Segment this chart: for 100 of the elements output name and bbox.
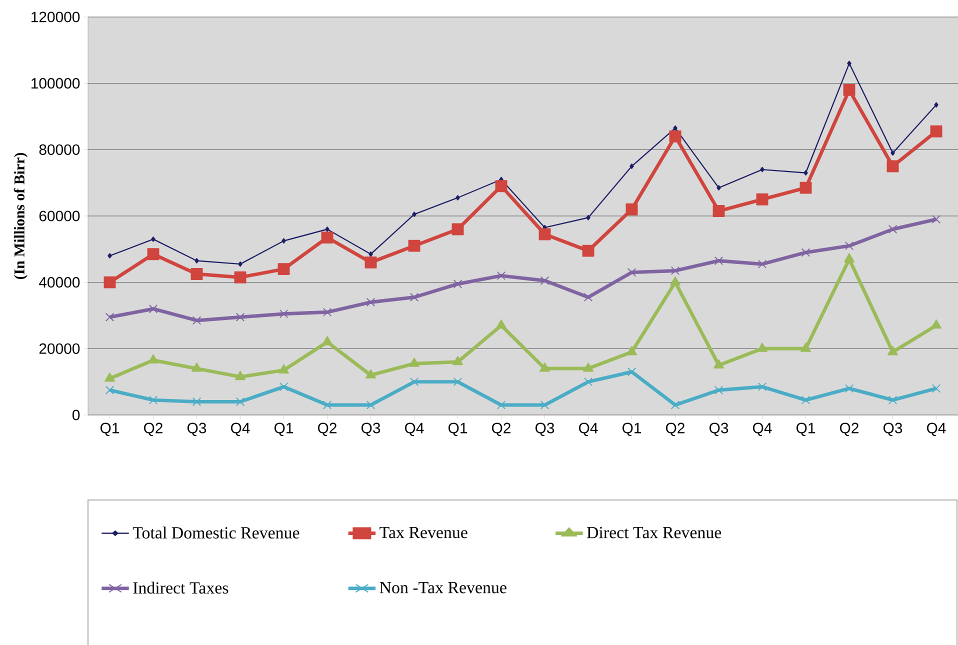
- point: [105, 312, 114, 322]
- point: [192, 316, 202, 325]
- y-tick-label: 60000: [39, 210, 80, 222]
- point: [930, 125, 942, 138]
- point: [934, 102, 938, 108]
- point: [538, 228, 551, 240]
- x-tick-label: Q2: [840, 422, 858, 436]
- point: [366, 369, 376, 378]
- point: [584, 292, 593, 302]
- x-tick-label: Q1: [622, 422, 641, 436]
- point: [321, 232, 334, 244]
- x-tick-label: Q3: [883, 422, 902, 436]
- point: [540, 400, 550, 410]
- point: [496, 271, 506, 280]
- x-tick-label: Q1: [274, 422, 293, 436]
- point: [626, 346, 638, 356]
- point: [412, 212, 416, 218]
- point: [279, 309, 288, 318]
- point: [760, 166, 764, 172]
- legend-label: Direct Tax Revenue: [586, 526, 722, 538]
- point: [540, 276, 550, 286]
- point: [147, 248, 160, 260]
- point: [843, 84, 856, 96]
- point: [670, 400, 680, 410]
- point: [238, 261, 242, 267]
- point: [279, 382, 288, 392]
- y-tick-label: 40000: [39, 277, 80, 288]
- point: [888, 396, 898, 404]
- y-tick-label: 20000: [39, 343, 80, 354]
- x-tick-label: Q3: [187, 422, 206, 436]
- point: [322, 336, 333, 346]
- point: [586, 214, 590, 220]
- point: [626, 203, 638, 216]
- point: [104, 276, 116, 288]
- x-tick-label: Q2: [492, 422, 510, 436]
- point: [452, 223, 464, 236]
- point: [888, 224, 898, 234]
- point: [844, 384, 854, 393]
- point: [804, 170, 808, 176]
- point: [627, 268, 636, 277]
- point: [584, 377, 593, 386]
- point: [714, 386, 724, 394]
- point: [325, 226, 330, 232]
- point: [582, 244, 594, 257]
- point: [452, 356, 464, 366]
- point: [932, 214, 941, 224]
- point: [278, 364, 290, 374]
- point: [712, 205, 725, 217]
- x-tick-label: Q1: [100, 422, 119, 436]
- point: [151, 236, 156, 242]
- point: [148, 396, 158, 404]
- x-tick-label: Q2: [144, 422, 162, 436]
- x-tick-label: Q1: [448, 422, 467, 436]
- point: [236, 312, 245, 322]
- x-tick-label: Q1: [796, 422, 815, 436]
- point: [847, 60, 852, 66]
- point: [322, 400, 332, 410]
- point: [669, 130, 682, 142]
- point: [194, 258, 199, 264]
- x-tick-label: Q3: [361, 422, 380, 436]
- point: [235, 370, 246, 380]
- point: [800, 342, 812, 352]
- point: [844, 241, 854, 250]
- point: [801, 396, 810, 404]
- point: [148, 354, 159, 364]
- point: [236, 397, 245, 406]
- point: [453, 280, 462, 288]
- point: [888, 346, 898, 356]
- point: [234, 271, 246, 284]
- point: [670, 276, 681, 286]
- point: [496, 400, 506, 410]
- legend-label: Indirect Taxes: [133, 582, 228, 594]
- y-tick-label: 0: [72, 410, 80, 420]
- legend-label: Non -Tax Revenue: [380, 582, 506, 594]
- point: [673, 125, 678, 131]
- point: [758, 382, 767, 392]
- point: [844, 253, 855, 262]
- point: [366, 298, 376, 307]
- x-tick-label: Q2: [666, 422, 684, 436]
- point: [757, 342, 768, 352]
- point: [758, 260, 767, 268]
- y-tick-label: 100000: [32, 78, 80, 89]
- x-tick-label: Q4: [404, 422, 424, 436]
- point: [456, 195, 460, 200]
- point: [190, 268, 203, 280]
- x-tick-label: Q3: [535, 422, 554, 436]
- point: [627, 367, 636, 376]
- y-tick-label: 120000: [32, 12, 80, 22]
- point: [105, 386, 114, 394]
- y-tick-label: 80000: [39, 144, 80, 155]
- point: [453, 377, 462, 386]
- point: [278, 263, 290, 276]
- x-tick-label: Q4: [578, 422, 598, 436]
- point: [716, 185, 721, 190]
- point: [322, 308, 332, 317]
- legend-label: Tax Revenue: [380, 526, 468, 538]
- point: [192, 362, 202, 372]
- point: [801, 248, 810, 257]
- point: [583, 362, 594, 372]
- point: [364, 256, 377, 268]
